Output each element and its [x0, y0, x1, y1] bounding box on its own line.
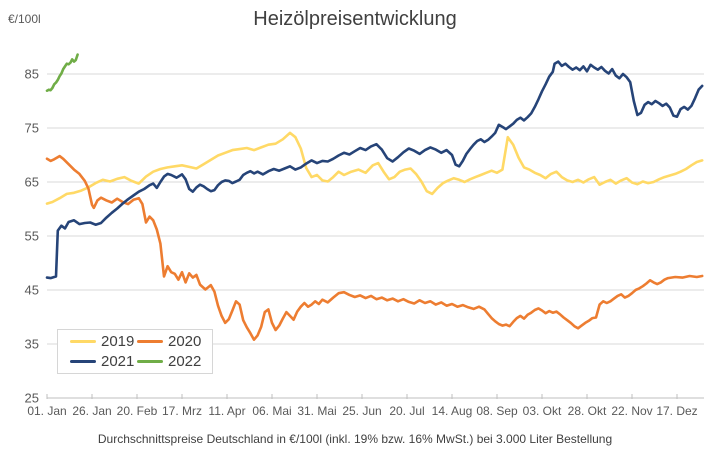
legend: 2019 2020 2021 2022 — [57, 329, 213, 374]
x-tick-label: 17. Dez — [656, 404, 697, 418]
y-tick-label: 35 — [25, 337, 39, 352]
legend-label-2021: 2021 — [101, 353, 135, 370]
y-tick-label: 55 — [25, 229, 39, 244]
x-tick-label: 20. Jul — [389, 404, 424, 418]
legend-label-2022: 2022 — [168, 353, 202, 370]
x-tick-label: 11. Apr — [208, 404, 245, 418]
chart-title: Heizölpreisentwicklung — [253, 8, 457, 30]
legend-label-2019: 2019 — [101, 333, 135, 350]
legend-swatch-2020 — [137, 340, 163, 343]
legend-item-2020: 2020 — [137, 333, 204, 350]
legend-label-2020: 2020 — [168, 333, 202, 350]
legend-item-2022: 2022 — [137, 353, 204, 370]
y-tick-label: 25 — [25, 391, 39, 406]
x-tick-label: 28. Okt — [568, 404, 607, 418]
series-line-2021 — [45, 60, 704, 280]
x-tick-label: 31. Mai — [297, 404, 336, 418]
x-tick-label: 03. Okt — [523, 404, 562, 418]
series-line-2022 — [45, 53, 79, 92]
series-line-2019 — [45, 131, 704, 205]
y-tick-label: 45 — [25, 283, 39, 298]
y-axis-unit-label: €/100l — [8, 12, 41, 26]
chart-footnote: Durchschnittspreise Deutschland in €/100… — [97, 432, 613, 446]
x-tick-label: 08. Sep — [476, 404, 518, 418]
x-tick-label: 17. Mrz — [162, 404, 202, 418]
y-tick-label: 85 — [25, 67, 39, 82]
x-tick-label: 22. Nov — [611, 404, 652, 418]
x-tick-label: 06. Mai — [252, 404, 291, 418]
y-tick-label: 75 — [25, 121, 39, 136]
x-tick-label: 14. Aug — [432, 404, 473, 418]
x-tick-label: 01. Jan — [27, 404, 66, 418]
y-tick-label: 65 — [25, 175, 39, 190]
x-tick-label: 25. Jun — [342, 404, 381, 418]
legend-item-2021: 2021 — [70, 353, 137, 370]
legend-swatch-2022 — [137, 360, 163, 363]
legend-item-2019: 2019 — [70, 333, 137, 350]
legend-swatch-2019 — [70, 340, 96, 343]
series-line-2020 — [45, 154, 704, 342]
x-tick-label: 26. Jan — [72, 404, 111, 418]
x-tick-label: 20. Feb — [117, 404, 158, 418]
legend-swatch-2021 — [70, 360, 96, 363]
